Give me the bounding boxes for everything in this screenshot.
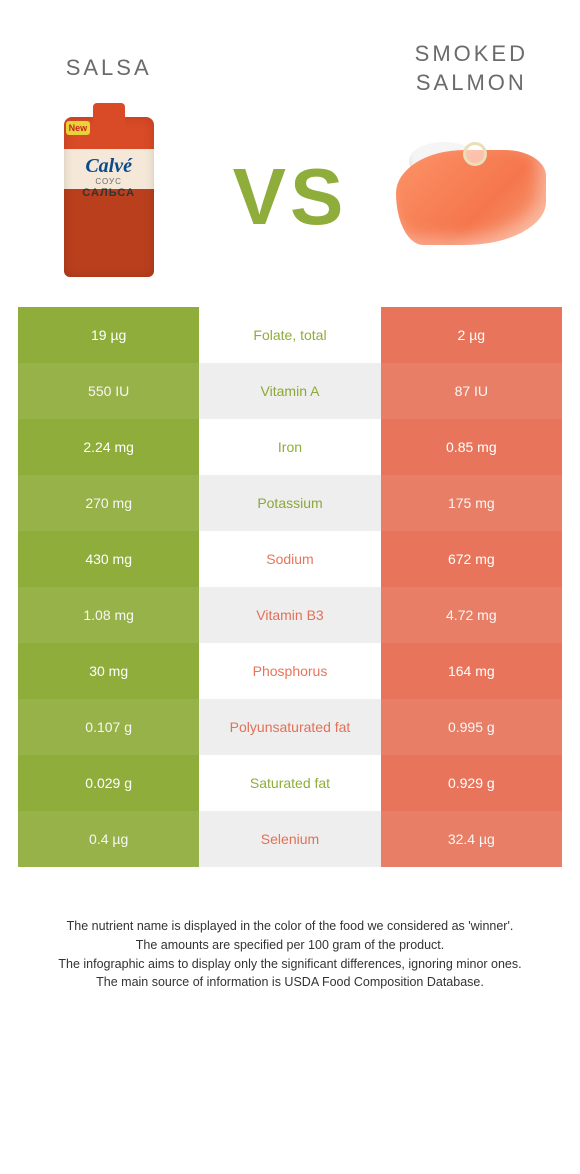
table-row: 0.4 µgSelenium32.4 µg: [18, 811, 562, 867]
package-line1: СОУС: [64, 177, 154, 186]
value-salsa: 30 mg: [18, 643, 199, 699]
value-salmon: 32.4 µg: [381, 811, 562, 867]
value-salmon: 0.929 g: [381, 755, 562, 811]
value-salmon: 2 µg: [381, 307, 562, 363]
title-salmon: SMOKED SALMON: [381, 40, 562, 97]
nutrient-label: Selenium: [199, 811, 380, 867]
footnote-line: The main source of information is USDA F…: [28, 973, 552, 992]
nutrient-label: Vitamin B3: [199, 587, 380, 643]
comparison-table: 19 µgFolate, total2 µg550 IUVitamin A87 …: [18, 307, 562, 867]
salsa-package-graphic: New Calvé СОУС САЛЬСА: [64, 117, 154, 277]
images-row: New Calvé СОУС САЛЬСА VS: [18, 117, 562, 277]
table-row: 550 IUVitamin A87 IU: [18, 363, 562, 419]
table-row: 30 mgPhosphorus164 mg: [18, 643, 562, 699]
nutrient-label: Iron: [199, 419, 380, 475]
table-row: 0.107 gPolyunsaturated fat0.995 g: [18, 699, 562, 755]
value-salsa: 2.24 mg: [18, 419, 199, 475]
value-salsa: 1.08 mg: [18, 587, 199, 643]
vs-label: VS: [199, 151, 380, 243]
package-badge: New: [66, 121, 91, 135]
nutrient-label: Saturated fat: [199, 755, 380, 811]
value-salmon: 0.995 g: [381, 699, 562, 755]
nutrient-label: Vitamin A: [199, 363, 380, 419]
title-salsa: SALSA: [18, 40, 199, 97]
header-row: SALSA SMOKED SALMON: [18, 40, 562, 97]
footnote-line: The amounts are specified per 100 gram o…: [28, 936, 552, 955]
footnotes: The nutrient name is displayed in the co…: [18, 917, 562, 992]
value-salsa: 19 µg: [18, 307, 199, 363]
nutrient-label: Folate, total: [199, 307, 380, 363]
salmon-graphic: [391, 142, 551, 252]
footnote-line: The nutrient name is displayed in the co…: [28, 917, 552, 936]
footnote-line: The infographic aims to display only the…: [28, 955, 552, 974]
value-salsa: 0.107 g: [18, 699, 199, 755]
value-salmon: 87 IU: [381, 363, 562, 419]
nutrient-label: Phosphorus: [199, 643, 380, 699]
header-spacer: [199, 40, 380, 97]
table-row: 19 µgFolate, total2 µg: [18, 307, 562, 363]
table-row: 2.24 mgIron0.85 mg: [18, 419, 562, 475]
table-row: 1.08 mgVitamin B34.72 mg: [18, 587, 562, 643]
package-brand: Calvé: [64, 155, 154, 178]
value-salsa: 270 mg: [18, 475, 199, 531]
value-salsa: 0.4 µg: [18, 811, 199, 867]
value-salmon: 175 mg: [381, 475, 562, 531]
nutrient-label: Potassium: [199, 475, 380, 531]
value-salsa: 0.029 g: [18, 755, 199, 811]
nutrient-label: Polyunsaturated fat: [199, 699, 380, 755]
value-salmon: 0.85 mg: [381, 419, 562, 475]
table-row: 430 mgSodium672 mg: [18, 531, 562, 587]
table-row: 270 mgPotassium175 mg: [18, 475, 562, 531]
package-line2: САЛЬСА: [64, 187, 154, 199]
value-salmon: 672 mg: [381, 531, 562, 587]
value-salsa: 550 IU: [18, 363, 199, 419]
image-salmon: [381, 142, 562, 252]
nutrient-label: Sodium: [199, 531, 380, 587]
image-salsa: New Calvé СОУС САЛЬСА: [18, 117, 199, 277]
value-salmon: 164 mg: [381, 643, 562, 699]
table-row: 0.029 gSaturated fat0.929 g: [18, 755, 562, 811]
value-salmon: 4.72 mg: [381, 587, 562, 643]
value-salsa: 430 mg: [18, 531, 199, 587]
